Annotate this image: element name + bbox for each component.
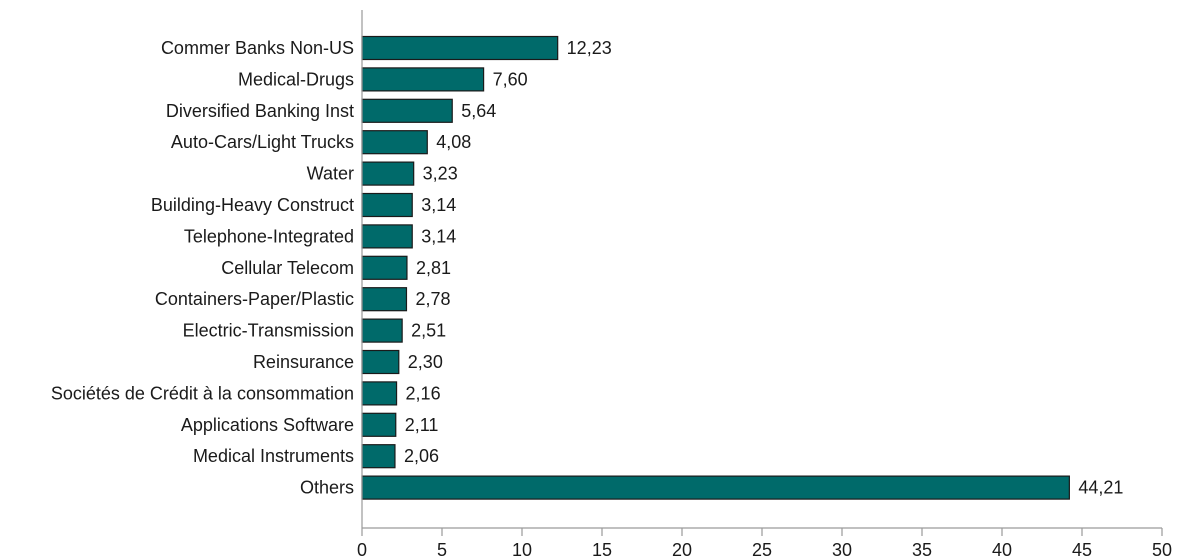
bar (361, 381, 398, 406)
category-label: Sociétés de Crédit à la consommation (51, 383, 354, 403)
value-label: 7,60 (493, 69, 528, 89)
bar (361, 287, 408, 312)
x-tick-label: 40 (992, 540, 1012, 560)
value-label: 3,14 (421, 226, 456, 246)
value-labels: 12,23 7,60 5,64 4,08 3,23 3,14 3,14 2,81 2,78 2,5… (404, 38, 1123, 498)
x-tick-label: 50 (1152, 540, 1172, 560)
category-labels: Commer Banks Non-US Medical-Drugs Diversif… (51, 38, 354, 498)
value-label: 44,21 (1078, 478, 1123, 498)
category-label: Auto-Cars/Light Trucks (171, 132, 354, 152)
x-tick-label: 30 (832, 540, 852, 560)
x-tick-label: 35 (912, 540, 932, 560)
bar (361, 161, 415, 186)
value-label: 2,81 (416, 258, 451, 278)
value-label: 12,23 (567, 38, 612, 58)
category-label: Telephone-Integrated (184, 226, 354, 246)
value-label: 5,64 (461, 101, 496, 121)
category-label: Electric-Transmission (183, 321, 354, 341)
category-label: Water (307, 164, 354, 184)
category-label: Commer Banks Non-US (161, 38, 354, 58)
category-label: Applications Software (181, 415, 354, 435)
category-label: Containers-Paper/Plastic (155, 289, 354, 309)
bar (361, 67, 485, 92)
x-tick-label: 5 (437, 540, 447, 560)
value-label: 2,11 (405, 415, 439, 435)
axes: 0 5 10 15 20 25 30 35 40 45 50 (357, 10, 1172, 560)
category-label: Medical Instruments (193, 446, 354, 466)
x-tick-label: 0 (357, 540, 367, 560)
value-label: 2,30 (408, 352, 443, 372)
x-tick-label: 25 (752, 540, 772, 560)
bar (361, 475, 1070, 500)
value-label: 2,78 (415, 289, 450, 309)
value-label: 3,23 (423, 164, 458, 184)
category-label: Others (300, 478, 354, 498)
category-label: Reinsurance (253, 352, 354, 372)
category-label: Diversified Banking Inst (166, 101, 354, 121)
bar (361, 35, 559, 61)
value-label: 2,51 (411, 321, 446, 341)
category-label: Medical-Drugs (238, 69, 354, 89)
category-label: Cellular Telecom (221, 258, 354, 278)
x-tick-label: 20 (672, 540, 692, 560)
bar (361, 98, 453, 123)
x-tick-label: 10 (512, 540, 532, 560)
bar (361, 130, 428, 155)
bar (361, 412, 397, 437)
bar (361, 192, 413, 218)
bar (361, 224, 413, 249)
x-tick-label: 15 (592, 540, 612, 560)
value-label: 4,08 (436, 132, 471, 152)
x-tick-label: 45 (1072, 540, 1092, 560)
value-label: 2,16 (406, 383, 441, 403)
bar (361, 255, 408, 280)
bar (361, 318, 403, 343)
bar (361, 349, 400, 375)
category-label: Building-Heavy Construct (151, 195, 354, 215)
value-label: 3,14 (421, 195, 456, 215)
value-label: 2,06 (404, 446, 439, 466)
bar (361, 444, 396, 469)
